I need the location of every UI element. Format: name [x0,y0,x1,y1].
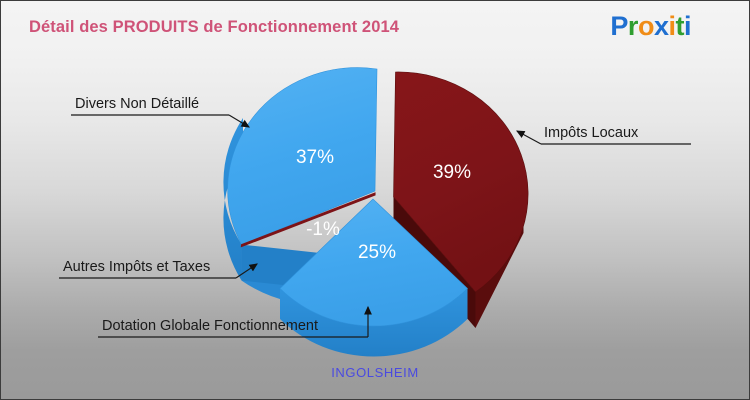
commune-name: INGOLSHEIM [331,365,419,380]
proxiti-logo[interactable]: Proxiti [610,13,691,40]
slice-side-dotation-globale [280,288,468,357]
callout-label-dotation-globale: Dotation Globale Fonctionnement [102,318,318,334]
logo-letter-0: P [610,11,628,41]
callout-impots-locaux[interactable]: Impôts Locaux [516,125,691,145]
logo-letter-4: i [668,11,676,41]
logo-letter-6: i [683,11,692,41]
logo-letter-2: o [637,11,655,41]
slice-top-dotation-globale[interactable] [279,198,468,327]
slice-percent-dotation-globale: 25% [358,242,396,263]
callout-autres-impots-et-taxes[interactable]: Autres Impôts et Taxes [59,259,258,279]
page-title: Détail des PRODUITS de Fonctionnement 20… [29,18,400,36]
callout-divers-non-detaille[interactable]: Divers Non Détaillé [71,96,250,128]
slice-top-divers-non-detaille[interactable] [227,67,378,245]
callout-label-autres-impots-et-taxes: Autres Impôts et Taxes [63,259,210,275]
callout-label-impots-locaux: Impôts Locaux [544,125,639,141]
slice-percent-impots-locaux: 39% [433,162,471,183]
logo-letter-1: r [627,11,639,41]
slice-top-autres-impots-et-taxes[interactable] [240,192,376,248]
slice-percent-autres-impots-et-taxes: -1% [306,219,340,240]
callout-label-divers-non-detaille: Divers Non Détaillé [75,96,199,112]
logo-letter-5: t [675,11,684,41]
callout-dotation-globale[interactable]: Dotation Globale Fonctionnement [98,305,372,338]
slice-percent-divers-non-detaille: 37% [296,147,334,168]
logo-letter-3: x [653,11,669,41]
slice-top-impots-locaux[interactable] [393,71,529,293]
